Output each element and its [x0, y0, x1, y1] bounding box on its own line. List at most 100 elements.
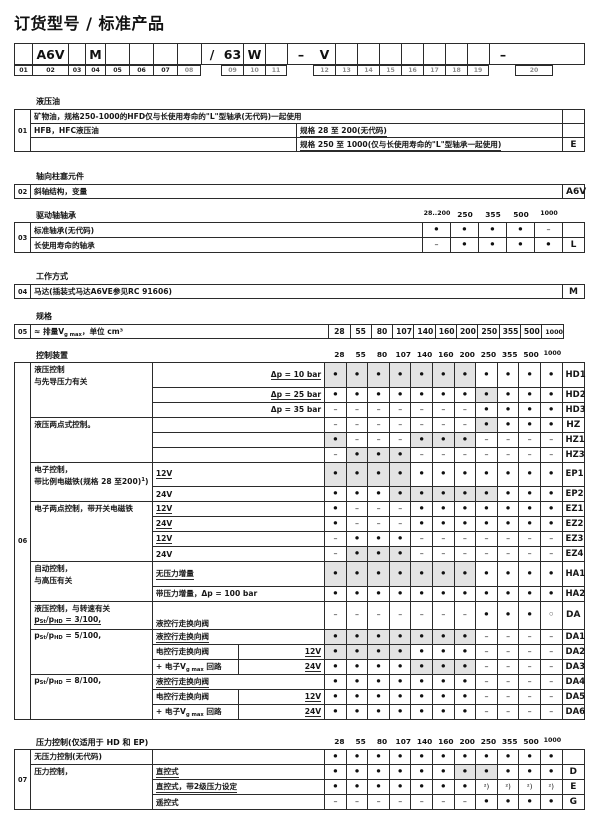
- order-code-position-12: 12: [313, 65, 335, 76]
- order-code-position-17: 17: [423, 65, 445, 76]
- section-03-heading: 驱动轴轴承: [36, 211, 76, 220]
- availability-cell: [345, 561, 369, 587]
- order-code-cell-5[interactable]: [130, 44, 154, 64]
- order-code-cell-6[interactable]: [154, 44, 178, 64]
- section-02-table: 02 斜轴结构，变量 A6V: [14, 184, 586, 199]
- row-code: [562, 222, 585, 238]
- available-dot-icon: [377, 388, 381, 397]
- row-condition: + 电子Vg max 回路: [151, 658, 240, 675]
- availability-cell: [432, 446, 455, 463]
- order-code-cell-0[interactable]: [15, 44, 33, 64]
- availability-cell: [475, 362, 498, 388]
- unavailable-dash-icon: [547, 225, 551, 234]
- available-dot-icon: [398, 368, 402, 377]
- table-row: 压力控制，直控式 D: [15, 764, 586, 780]
- order-code-cell-18[interactable]: [424, 44, 446, 64]
- availability-cell: [324, 764, 347, 780]
- size-header-355: 355: [502, 350, 518, 359]
- available-dot-icon: [333, 645, 337, 654]
- availability-cell: [388, 362, 412, 388]
- availability-cell: [539, 362, 563, 388]
- available-dot-icon: [398, 705, 402, 714]
- available-dot-icon: [377, 368, 381, 377]
- available-dot-icon: [377, 765, 381, 774]
- table-row: 电子控制，带比例电磁铁(规格 28 至200)1)12V EP1: [15, 461, 586, 487]
- available-dot-icon: [355, 532, 359, 541]
- available-dot-icon: [355, 547, 359, 556]
- availability-cell: [518, 461, 541, 487]
- available-dot-icon: [463, 630, 467, 639]
- availability-cell: [324, 561, 347, 587]
- order-code-cell-22[interactable]: [516, 44, 554, 64]
- availability-cell: [453, 431, 477, 448]
- row-label: [30, 387, 153, 402]
- order-code-cell-10[interactable]: W: [244, 44, 266, 64]
- size-header-500: 500: [513, 210, 529, 219]
- available-dot-icon: [485, 795, 489, 804]
- section-index: 02: [14, 184, 31, 199]
- row-condition: [151, 446, 326, 463]
- available-dot-icon: [506, 517, 510, 526]
- available-dot-icon: [463, 660, 467, 669]
- available-dot-icon: [463, 765, 467, 774]
- order-code-cell-12[interactable]: –: [297, 46, 305, 62]
- order-code-cell-19[interactable]: [446, 44, 468, 64]
- available-dot-icon: [398, 780, 402, 789]
- order-code-cell-3[interactable]: M: [86, 44, 106, 64]
- order-code-row: A6V M/63 W – V –: [14, 43, 585, 65]
- availability-cell: [496, 362, 520, 388]
- unavailable-dash-icon: [398, 797, 402, 806]
- availability-cell: [496, 794, 520, 810]
- available-dot-icon: [441, 750, 445, 759]
- order-code-cell-20[interactable]: [468, 44, 490, 64]
- order-code-cell-7[interactable]: [178, 44, 202, 64]
- section-03-drive-shaft-bearing: 驱动轴轴承 28..200 250 355 500 1000 03标准轴承(无代码)长使…: [14, 210, 585, 253]
- available-dot-icon: [420, 630, 424, 639]
- availability-cell: [432, 688, 455, 705]
- unavailable-dash-icon: [398, 405, 402, 414]
- order-code-cell-16[interactable]: [380, 44, 402, 64]
- availability-cell: [453, 600, 477, 630]
- order-code-cell-8[interactable]: /: [209, 46, 215, 62]
- unavailable-dash-icon: [441, 549, 445, 558]
- order-code-cell-15[interactable]: [358, 44, 380, 64]
- availability-cell: [496, 461, 520, 487]
- order-code-cell-14[interactable]: [336, 44, 358, 64]
- unavailable-dash-icon: [506, 692, 510, 701]
- order-code-cell-21[interactable]: –: [499, 46, 507, 62]
- availability-cell: [388, 703, 412, 720]
- available-dot-icon: [333, 587, 337, 596]
- row-condition: Δp = 25 bar: [151, 386, 326, 403]
- row-code: DA6: [561, 703, 585, 720]
- section-07-size-header: 28 55 80 107 140 160 200 250 355 500 1000: [14, 737, 585, 748]
- section-04-heading: 工作方式: [36, 272, 68, 281]
- order-code-cell-17[interactable]: [402, 44, 424, 64]
- order-code-cell-11[interactable]: [266, 44, 288, 64]
- order-code-cell-2[interactable]: [69, 44, 86, 64]
- order-code-cell-1[interactable]: A6V: [33, 44, 69, 64]
- unavailable-dash-icon: [506, 450, 510, 459]
- available-dot-icon: [485, 487, 489, 496]
- order-code-cell-4[interactable]: [106, 44, 130, 64]
- available-dot-icon: [398, 532, 402, 541]
- available-dot-icon: [398, 448, 402, 457]
- availability-cell: [345, 600, 369, 630]
- order-code-cell-13[interactable]: V: [314, 44, 336, 64]
- availability-cell: [518, 764, 541, 780]
- order-code-position-row: 01 02 03 04 05 06 07 08 09 10 11 12 13 14 15 16 17 18 19 20: [14, 65, 585, 76]
- available-dot-icon: [549, 517, 553, 526]
- available-dot-icon: [398, 467, 402, 476]
- row-code: EZ2: [561, 516, 586, 532]
- unavailable-dash-icon: [441, 797, 445, 806]
- order-code-position-15: 15: [379, 65, 401, 76]
- unavailable-dash-icon: [528, 549, 532, 558]
- row-condition: 液控行走换向阀: [151, 673, 326, 690]
- order-code-position-01: 01: [14, 65, 32, 76]
- table-row: 04 马达(插装式马达A6VE参见RC 91606) M: [14, 284, 585, 299]
- availability-cell: [388, 688, 412, 705]
- unavailable-dash-icon: [420, 420, 424, 429]
- availability-cell: [496, 516, 520, 532]
- row-label: [30, 704, 153, 720]
- order-code-cell-9[interactable]: 63: [222, 44, 244, 64]
- order-code-position-02: 02: [32, 65, 68, 76]
